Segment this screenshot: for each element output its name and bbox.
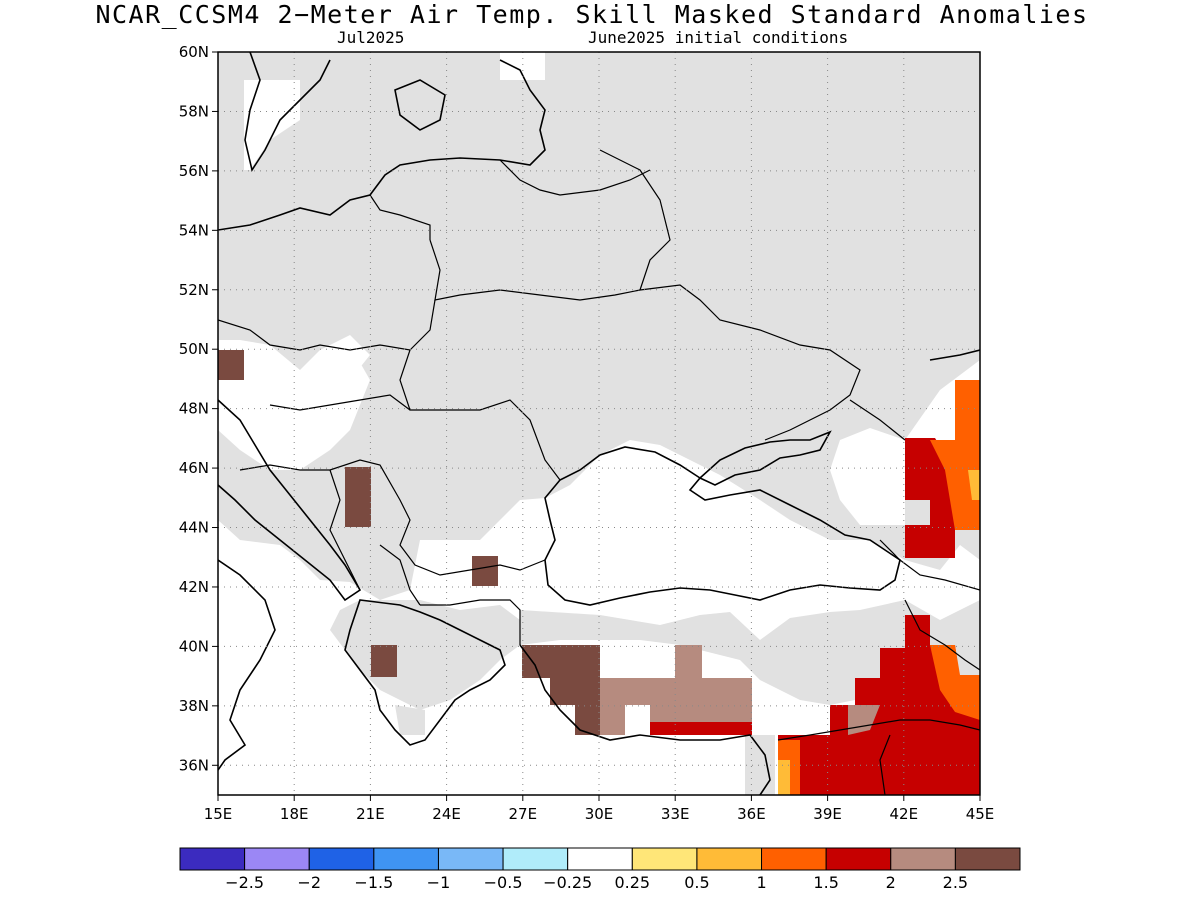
anomaly-brown-cell <box>371 645 397 677</box>
lat-tick-label: 54N <box>179 221 209 239</box>
lon-tick-label: 30E <box>585 805 614 823</box>
lon-tick-label: 42E <box>890 805 919 823</box>
colorbar-label: 2 <box>886 873 896 892</box>
colorbar-label: −1 <box>427 873 451 892</box>
lat-tick-label: 46N <box>179 459 209 477</box>
colorbar-label: −0.5 <box>484 873 523 892</box>
lat-tick-label: 38N <box>179 697 209 715</box>
anomaly-lightbrown-anatolia <box>600 645 752 735</box>
country-borders <box>218 149 980 795</box>
colorbar-label: −1.5 <box>354 873 393 892</box>
lon-tick-label: 36E <box>737 805 766 823</box>
lon-tick-label: 21E <box>356 805 385 823</box>
initial-conditions-label: June2025 initial conditions <box>588 28 849 47</box>
anomaly-orange-caucasus <box>930 380 980 530</box>
lon-tick-label: 24E <box>432 805 461 823</box>
lat-tick-label: 36N <box>179 756 209 774</box>
lon-tick-label: 39E <box>813 805 842 823</box>
masked-region-north <box>218 52 980 600</box>
colorbar-label: 1.5 <box>813 873 838 892</box>
colorbar-swatch <box>244 847 310 871</box>
lat-tick-label: 60N <box>179 43 209 61</box>
longitude-axis: 15E 18E 21E 24E 27E 30E 33E 36E 39E 42E 45E <box>204 795 995 823</box>
colorbar-swatch <box>954 847 1021 871</box>
lon-tick-label: 33E <box>661 805 690 823</box>
colorbar-label: 2.5 <box>943 873 968 892</box>
colorbar-swatch <box>631 847 698 871</box>
coastlines <box>218 52 980 795</box>
colorbar-swatch <box>502 847 569 871</box>
colorbar-label: 0.5 <box>684 873 709 892</box>
map-title: NCAR_CCSM4 2−Meter Air Temp. Skill Maske… <box>95 0 1089 29</box>
anomaly-brown-cell <box>472 556 498 586</box>
colorbar-swatch <box>373 847 439 871</box>
colorbar-swatch <box>761 847 827 871</box>
lon-tick-label: 18E <box>280 805 309 823</box>
colorbar-swatch <box>179 847 246 871</box>
colorbar-swatch <box>696 847 763 871</box>
lat-tick-label: 40N <box>179 637 209 655</box>
lon-tick-label: 27E <box>509 805 538 823</box>
map-gridlines <box>218 52 980 795</box>
colorbar-label: 1 <box>756 873 766 892</box>
anomaly-field <box>218 52 980 795</box>
masked-region-northwest <box>218 52 470 230</box>
latitude-axis: 60N 58N 56N 54N 52N 50N 48N 46N 44N 42N 40N 38N 36N <box>179 43 218 774</box>
lat-tick-label: 56N <box>179 162 209 180</box>
colorbar: −2.5 −2 −1.5 −1 −0.5 −0.25 0.25 0.5 1 1.5 2 2.5 <box>179 847 1021 892</box>
colorbar-label: −2.5 <box>225 873 264 892</box>
lat-tick-label: 58N <box>179 102 209 120</box>
valid-month-label: Jul2025 <box>337 28 405 47</box>
anomaly-brown-cell <box>345 467 371 527</box>
colorbar-swatch <box>567 847 633 871</box>
lon-tick-label: 45E <box>966 805 995 823</box>
colorbar-swatch <box>825 847 892 871</box>
colorbar-swatch <box>308 847 375 871</box>
colorbar-swatch <box>890 847 956 871</box>
lon-tick-label: 15E <box>204 805 233 823</box>
lat-tick-label: 44N <box>179 519 209 537</box>
anomaly-red-caucasus <box>905 438 955 558</box>
lat-tick-label: 42N <box>179 578 209 596</box>
colorbar-label: 0.25 <box>614 873 650 892</box>
colorbar-label: −2 <box>297 873 321 892</box>
colorbar-swatch <box>437 847 504 871</box>
anomaly-brown-cell <box>218 350 244 380</box>
lat-tick-label: 50N <box>179 340 209 358</box>
lat-tick-label: 52N <box>179 281 209 299</box>
colorbar-label: −0.25 <box>543 873 592 892</box>
lat-tick-label: 48N <box>179 400 209 418</box>
